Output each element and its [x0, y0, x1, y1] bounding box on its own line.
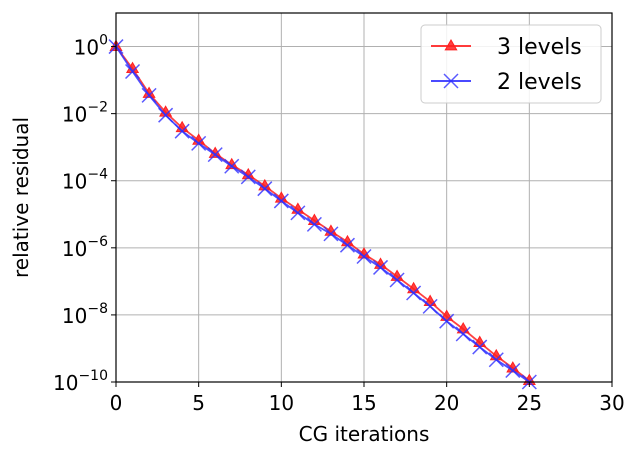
x-tick-label: 15 — [351, 391, 376, 415]
data-point — [224, 158, 240, 174]
data-point — [339, 237, 355, 253]
data-point — [373, 259, 389, 275]
data-point — [273, 193, 289, 209]
legend-item: 3 levels — [431, 35, 582, 60]
data-point — [389, 272, 405, 288]
legend: 3 levels 2 levels — [420, 24, 602, 104]
data-point — [240, 169, 256, 185]
series-2-levels — [108, 39, 537, 390]
data-point — [323, 226, 339, 242]
data-point — [191, 135, 207, 151]
data-point — [174, 123, 190, 139]
legend-box — [420, 24, 602, 104]
x-tick-label: 30 — [599, 391, 624, 415]
legend-item: 2 levels — [431, 70, 582, 95]
y-tick-label: 100 — [74, 33, 108, 60]
data-point — [158, 107, 174, 123]
y-tick-label: 10−2 — [62, 100, 108, 127]
data-point — [488, 352, 504, 368]
data-point — [422, 298, 438, 314]
data-point — [455, 326, 471, 342]
data-point — [125, 63, 141, 80]
data-point — [207, 147, 223, 163]
y-tick-label: 10−10 — [53, 368, 108, 395]
y-axis: 100 10−2 10−4 10−6 10−8 10−10 — [53, 33, 116, 395]
legend-label: 3 levels — [497, 35, 582, 60]
data-point — [505, 362, 521, 379]
x-tick-label: 5 — [192, 391, 205, 415]
y-tick-label: 10−6 — [62, 234, 108, 261]
x-axis-label: CG iterations — [299, 422, 430, 446]
data-point — [439, 313, 455, 329]
data-point — [472, 339, 488, 355]
x-axis: 0 5 10 15 20 25 30 — [110, 382, 625, 415]
data-point — [443, 73, 459, 89]
series-layer — [108, 39, 537, 390]
data-point — [356, 248, 372, 265]
legend-label: 2 levels — [497, 70, 582, 95]
data-point — [306, 216, 322, 232]
x-tick-label: 20 — [434, 391, 459, 415]
x-tick-label: 10 — [269, 391, 294, 415]
y-tick-label: 10−8 — [62, 301, 108, 328]
data-point — [407, 281, 421, 294]
data-point — [257, 181, 273, 197]
data-point — [406, 285, 422, 301]
y-axis-label: relative residual — [9, 117, 33, 278]
data-point — [141, 87, 157, 103]
x-tick-label: 25 — [517, 391, 542, 415]
data-point — [444, 38, 458, 51]
data-point — [290, 205, 306, 221]
x-tick-label: 0 — [110, 391, 123, 415]
y-tick-label: 10−4 — [62, 167, 108, 194]
